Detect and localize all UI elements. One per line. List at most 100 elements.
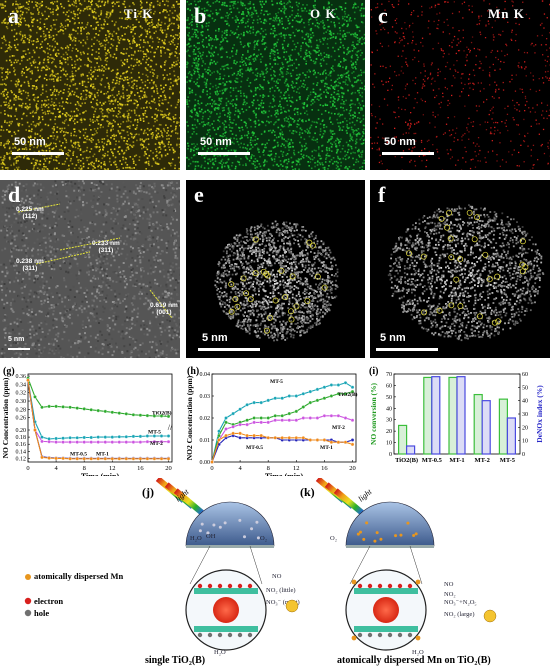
map-dot xyxy=(290,156,293,159)
map-dot xyxy=(93,43,95,45)
map-dot xyxy=(36,2,39,4)
map-dot xyxy=(31,71,33,74)
map-dot xyxy=(54,23,56,26)
map-dot xyxy=(282,125,284,128)
map-dot xyxy=(2,159,5,161)
map-dot xyxy=(230,130,232,132)
map-dot xyxy=(153,98,156,100)
map-dot xyxy=(201,121,203,124)
map-dot xyxy=(242,129,244,131)
map-dot xyxy=(1,83,4,86)
map-dot xyxy=(361,150,364,152)
map-dot xyxy=(359,104,362,106)
map-dot xyxy=(156,36,159,39)
map-dot xyxy=(305,110,308,112)
map-dot xyxy=(341,96,344,98)
map-dot xyxy=(308,135,311,138)
map-dot xyxy=(104,1,107,4)
map-dot xyxy=(353,45,355,48)
map-dot xyxy=(100,24,103,26)
map-dot xyxy=(357,150,359,153)
map-dot xyxy=(285,159,288,161)
map-dot xyxy=(50,11,52,14)
map-dot xyxy=(186,61,188,63)
map-dot xyxy=(347,46,350,49)
map-dot xyxy=(294,107,297,110)
map-dot xyxy=(119,11,122,13)
map-dot xyxy=(234,19,237,22)
map-dot xyxy=(196,78,199,81)
map-dot xyxy=(128,66,130,69)
map-dot xyxy=(194,18,196,20)
map-dot xyxy=(239,130,241,132)
map-dot xyxy=(53,37,55,40)
map-dot xyxy=(284,58,287,61)
map-dot xyxy=(28,85,30,87)
map-dot xyxy=(195,36,197,38)
map-dot xyxy=(316,22,319,24)
map-dot xyxy=(73,93,75,96)
map-dot xyxy=(214,1,217,3)
map-dot xyxy=(286,89,289,91)
map-dot xyxy=(254,89,257,92)
map-dot xyxy=(46,28,48,30)
map-dot xyxy=(312,82,315,85)
map-dot xyxy=(193,81,195,83)
map-dot xyxy=(321,136,323,139)
map-dot xyxy=(5,75,8,78)
map-dot xyxy=(339,46,342,48)
map-dot xyxy=(117,104,119,106)
map-dot xyxy=(90,162,92,164)
map-dot xyxy=(61,29,64,31)
map-dot xyxy=(102,149,104,151)
map-dot xyxy=(77,17,80,19)
map-dot xyxy=(301,132,304,134)
map-dot xyxy=(50,94,52,96)
map-dot xyxy=(6,153,8,155)
map-dot xyxy=(106,116,109,118)
map-dot xyxy=(98,69,101,71)
map-dot xyxy=(354,112,356,114)
map-dot xyxy=(283,51,285,54)
map-dot xyxy=(359,37,361,40)
map-dot xyxy=(322,22,324,24)
map-dot xyxy=(171,12,174,14)
map-dot xyxy=(31,87,34,90)
map-dot xyxy=(71,144,73,147)
map-dot xyxy=(22,11,24,14)
map-dot xyxy=(305,60,308,63)
map-dot xyxy=(163,64,166,66)
map-dot xyxy=(153,32,156,34)
map-dot xyxy=(103,155,106,157)
map-dot xyxy=(351,72,353,74)
map-dot xyxy=(355,141,358,144)
map-dot xyxy=(154,26,157,29)
map-dot xyxy=(196,84,199,87)
map-dot xyxy=(195,148,198,150)
map-dot xyxy=(300,55,302,58)
map-dot xyxy=(189,37,191,40)
map-dot xyxy=(148,164,150,166)
map-dot xyxy=(332,100,335,102)
map-dot xyxy=(314,132,316,135)
map-dot xyxy=(286,140,288,143)
map-dot xyxy=(176,103,179,106)
map-dot xyxy=(21,13,24,16)
map-dot xyxy=(132,141,135,143)
map-dot xyxy=(325,95,327,97)
map-dot xyxy=(277,126,280,129)
map-dot xyxy=(88,163,90,166)
map-dot xyxy=(52,92,54,94)
map-dot xyxy=(43,154,46,157)
map-dot xyxy=(203,138,205,140)
map-dot xyxy=(240,43,242,46)
map-dot xyxy=(311,158,314,161)
map-dot xyxy=(206,78,208,81)
map-dot xyxy=(298,29,300,32)
map-dot xyxy=(207,158,209,161)
map-dot xyxy=(97,104,99,106)
map-dot xyxy=(121,150,124,153)
map-dot xyxy=(4,0,7,3)
map-dot xyxy=(146,100,148,103)
map-dot xyxy=(8,15,10,18)
